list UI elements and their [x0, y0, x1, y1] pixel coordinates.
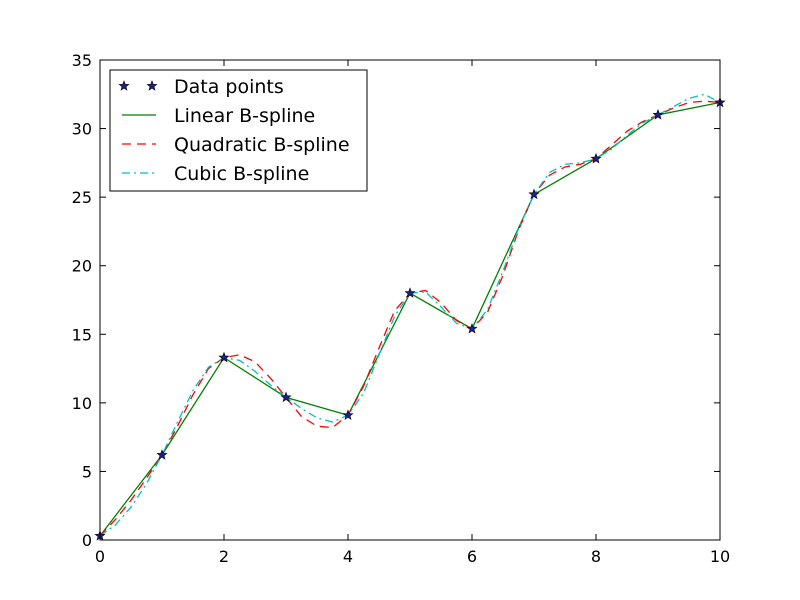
x-tick-label: 0: [95, 547, 105, 566]
x-tick-label: 4: [343, 547, 353, 566]
legend-label: Linear B-spline: [174, 105, 315, 127]
data-point-marker: [342, 409, 354, 420]
y-tick-label: 30: [72, 120, 92, 139]
x-tick-label: 10: [710, 547, 730, 566]
data-point-marker: [466, 322, 478, 334]
y-tick-label: 25: [72, 188, 92, 207]
legend-entry-data-points: Data points: [118, 76, 284, 98]
legend-entry-linear-b-spline: Linear B-spline: [122, 105, 315, 127]
y-tick-label: 35: [72, 51, 92, 70]
data-point-marker: [590, 152, 602, 164]
legend-entry-cubic-b-spline: Cubic B-spline: [122, 163, 309, 185]
y-tick-label: 5: [82, 462, 92, 481]
data-point-marker: [404, 287, 416, 298]
y-tick-label: 20: [72, 257, 92, 276]
legend-label: Data points: [174, 76, 284, 98]
legend-marker: [146, 80, 158, 91]
x-tick-label: 8: [591, 547, 601, 566]
legend-box: [109, 69, 368, 192]
y-tick-label: 0: [82, 531, 92, 550]
data-point-marker: [528, 188, 540, 200]
y-tick-label: 10: [72, 394, 92, 413]
legend-label: Quadratic B-spline: [174, 134, 350, 156]
axes-frame: [99, 59, 721, 541]
legend-label: Cubic B-spline: [174, 163, 309, 185]
x-tick-label: 2: [219, 547, 229, 566]
data-point-marker: [218, 351, 230, 363]
legend-entry-quadratic-b-spline: Quadratic B-spline: [122, 134, 350, 156]
data-point-marker: [652, 109, 664, 120]
legend: Data points Linear B-spline Quadratic B-sp…: [109, 69, 368, 192]
axes-layer: 0 2 4 6 8 10 0 5 10 15 20 25 30 35: [72, 51, 731, 566]
x-tick-label: 6: [467, 547, 477, 566]
legend-marker: [118, 80, 130, 91]
data-point-marker: [280, 391, 292, 403]
y-tick-label: 15: [72, 325, 92, 344]
data-point-marker: [156, 449, 168, 460]
